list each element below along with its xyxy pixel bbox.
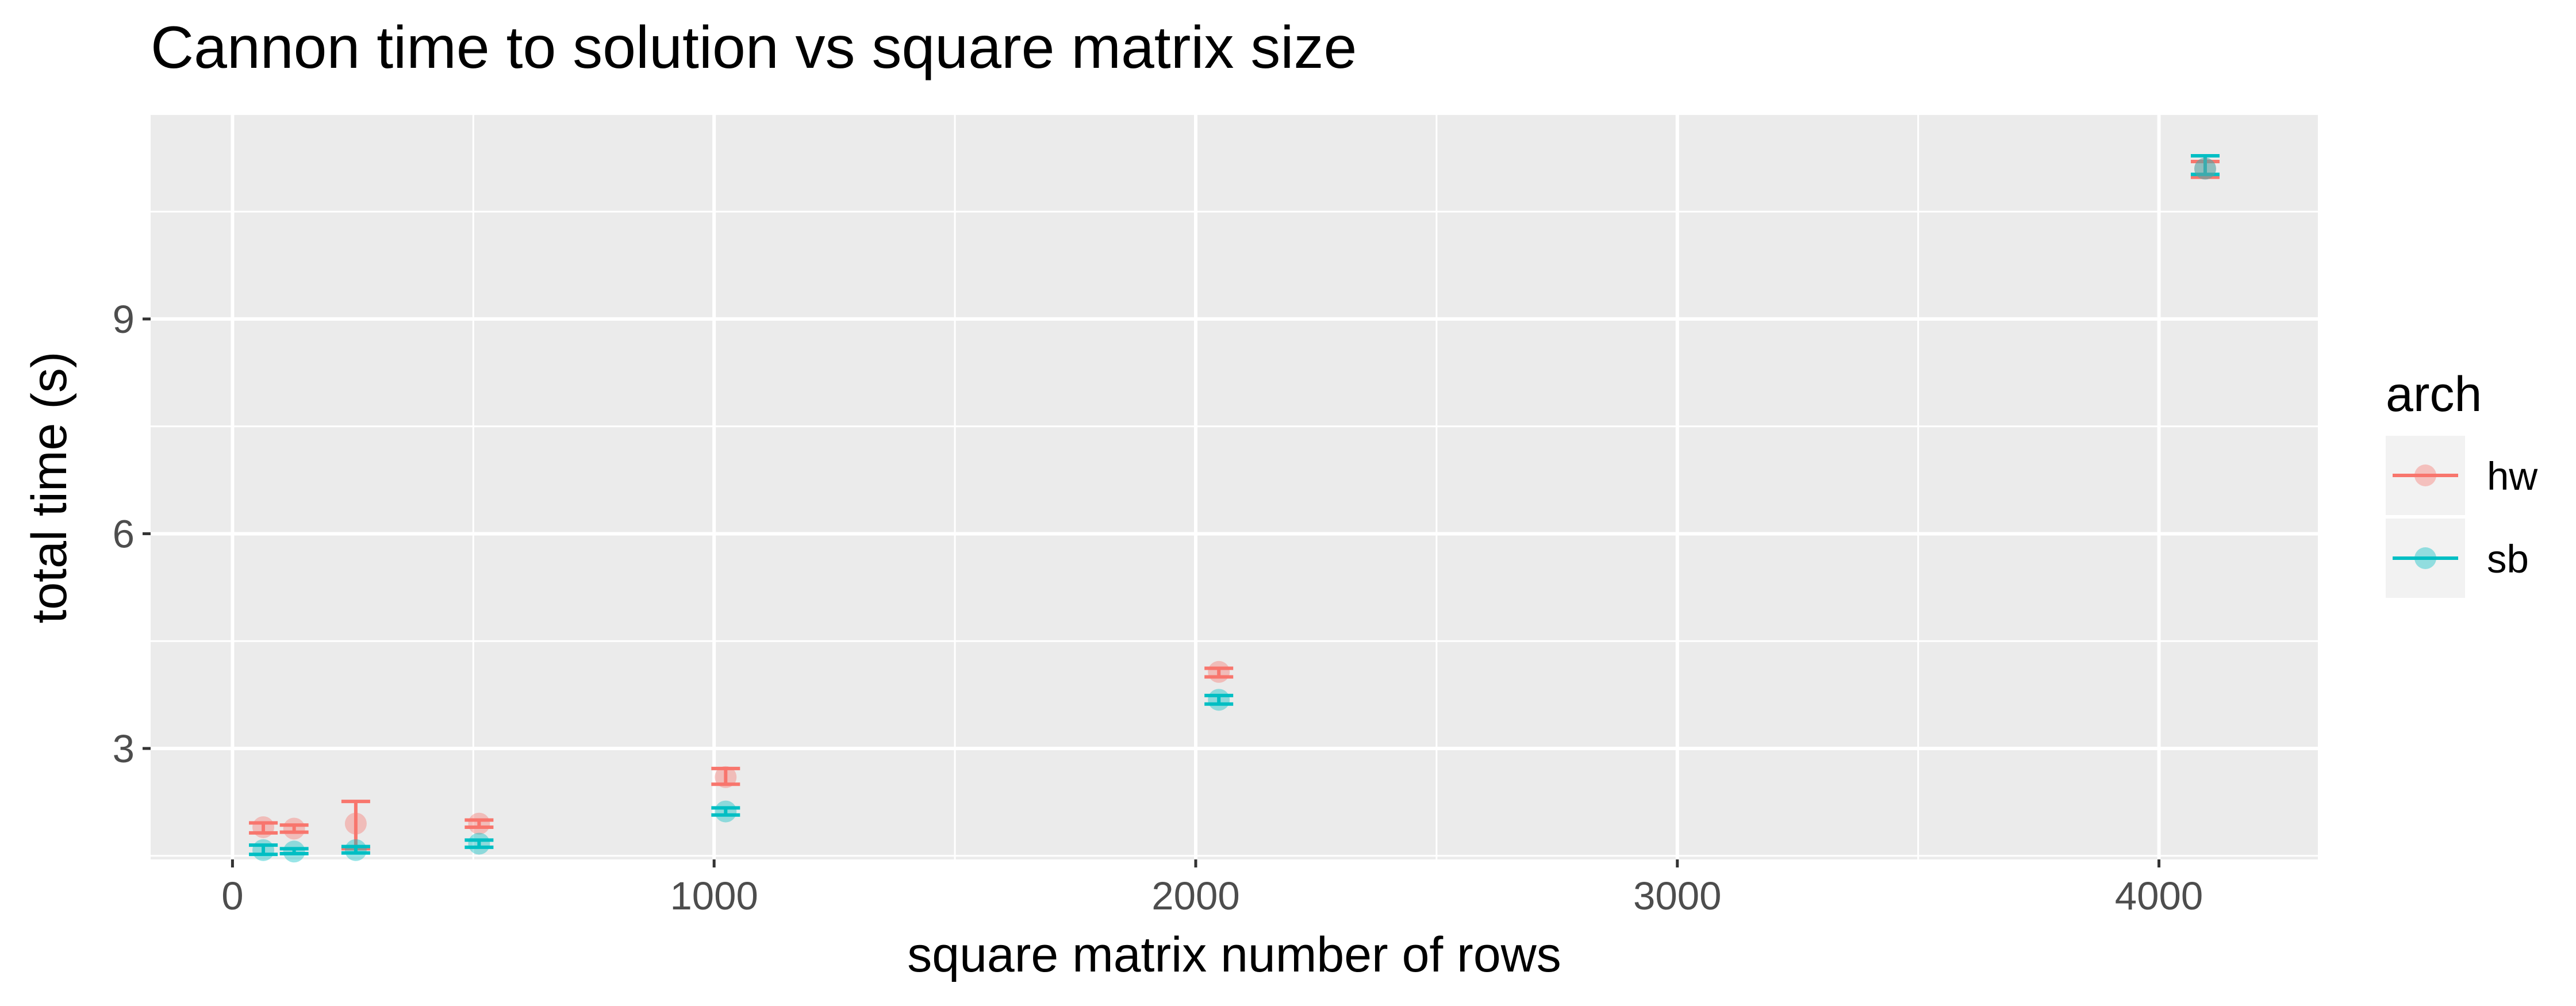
sb-error-bar: [2190, 153, 2220, 176]
sb-point: [715, 800, 737, 823]
sb-error-bar: [249, 843, 278, 857]
legend-key-point-sb: [2414, 547, 2436, 569]
legend: arch hw sb: [2386, 367, 2537, 598]
hw-point: [715, 766, 737, 788]
hw-point: [283, 817, 305, 840]
x-tick-label: 4000: [2115, 874, 2203, 918]
legend-key-point-hw: [2414, 464, 2436, 486]
sb-error-bar: [341, 844, 370, 855]
sb-error-bar: [1204, 693, 1234, 706]
y-tick-label: 9: [113, 297, 135, 341]
data-points: [252, 158, 2216, 863]
sb-point: [344, 839, 367, 861]
sb-point: [252, 839, 275, 861]
sb-point: [1208, 689, 1230, 711]
error-bars: [249, 153, 2220, 857]
legend-title: arch: [2386, 367, 2482, 422]
x-tick-labels: 0 1000 2000 3000 4000: [221, 874, 2203, 918]
hw-error-bar: [1204, 666, 1234, 679]
x-axis-title: square matrix number of rows: [907, 927, 1561, 982]
plot-panel: [151, 115, 2318, 859]
hw-error-bar: [464, 818, 494, 829]
hw-error-bar: [279, 823, 309, 834]
minor-gridlines: [151, 115, 2318, 859]
sb-error-bar: [711, 806, 740, 817]
sb-point: [2194, 158, 2216, 180]
hw-error-bar: [711, 766, 740, 786]
legend-label-sb: sb: [2487, 537, 2529, 581]
hw-point: [2194, 158, 2216, 180]
major-gridlines: [151, 115, 2318, 859]
hw-point: [344, 812, 367, 835]
hw-point: [252, 816, 275, 838]
legend-label-hw: hw: [2487, 454, 2537, 498]
hw-point: [1208, 661, 1230, 683]
y-tick-label: 3: [113, 727, 135, 771]
sb-error-bar: [279, 847, 309, 856]
y-tick-labels: 3 6 9: [113, 297, 135, 771]
x-tick-label: 2000: [1151, 874, 1240, 918]
y-axis-title: total time (s): [22, 351, 77, 623]
sb-point: [283, 840, 305, 863]
x-tick-label: 3000: [1633, 874, 1722, 918]
y-tick-label: 6: [113, 512, 135, 556]
hw-point: [468, 812, 490, 835]
sb-point: [468, 832, 490, 855]
x-tick-label: 0: [221, 874, 243, 918]
hw-error-bar: [249, 821, 278, 835]
axis-ticks: [143, 317, 2161, 867]
x-tick-label: 1000: [670, 874, 758, 918]
sb-error-bar: [464, 838, 494, 849]
chart-title: Cannon time to solution vs square matrix…: [151, 14, 1357, 81]
